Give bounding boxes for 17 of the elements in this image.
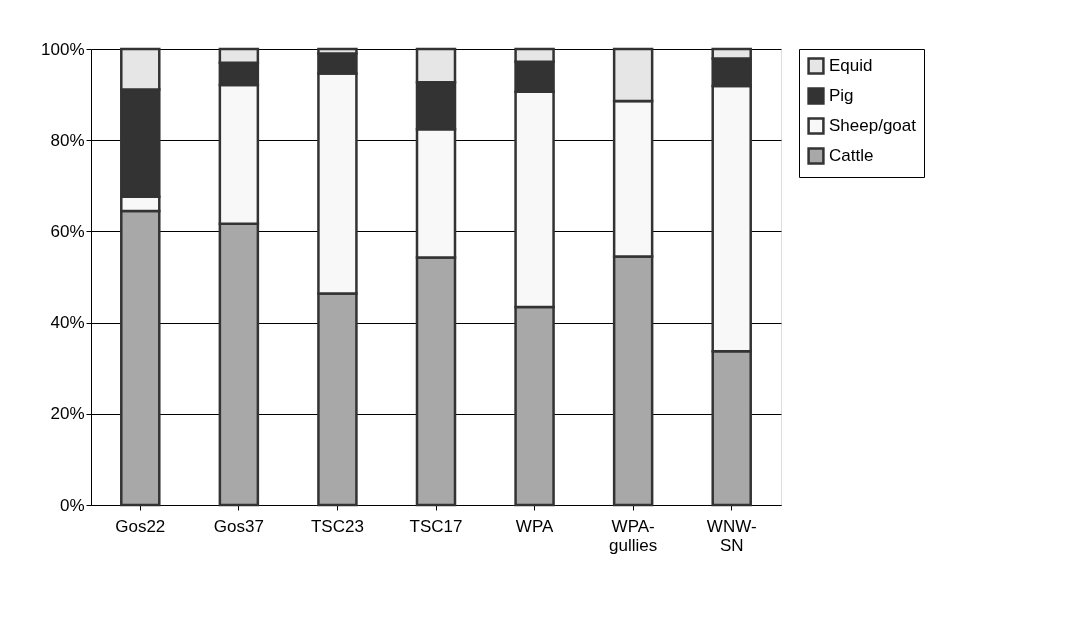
legend-label: Pig — [829, 86, 854, 105]
legend-label: Cattle — [829, 146, 874, 165]
x-tick-label: Gos37 — [213, 516, 264, 536]
y-tick-label: 20% — [50, 404, 85, 424]
y-tick-label: 100% — [41, 39, 85, 59]
x-tick-label: TSC17 — [409, 516, 463, 536]
y-tick-label: 40% — [50, 313, 85, 333]
x-tick-label: TSC23 — [310, 516, 364, 536]
legend-label: Equid — [829, 56, 873, 75]
x-tick-label: WPA — [515, 516, 554, 536]
y-tick-label: 0% — [59, 495, 85, 515]
x-tick-label: WNW-SN — [706, 516, 757, 555]
x-tick-label: WPA-gullies — [609, 516, 658, 555]
y-tick-label: 80% — [50, 130, 85, 150]
x-tick-label: Gos22 — [115, 516, 166, 536]
y-tick-label: 60% — [50, 221, 85, 241]
legend-label: Sheep/goat — [829, 116, 917, 135]
